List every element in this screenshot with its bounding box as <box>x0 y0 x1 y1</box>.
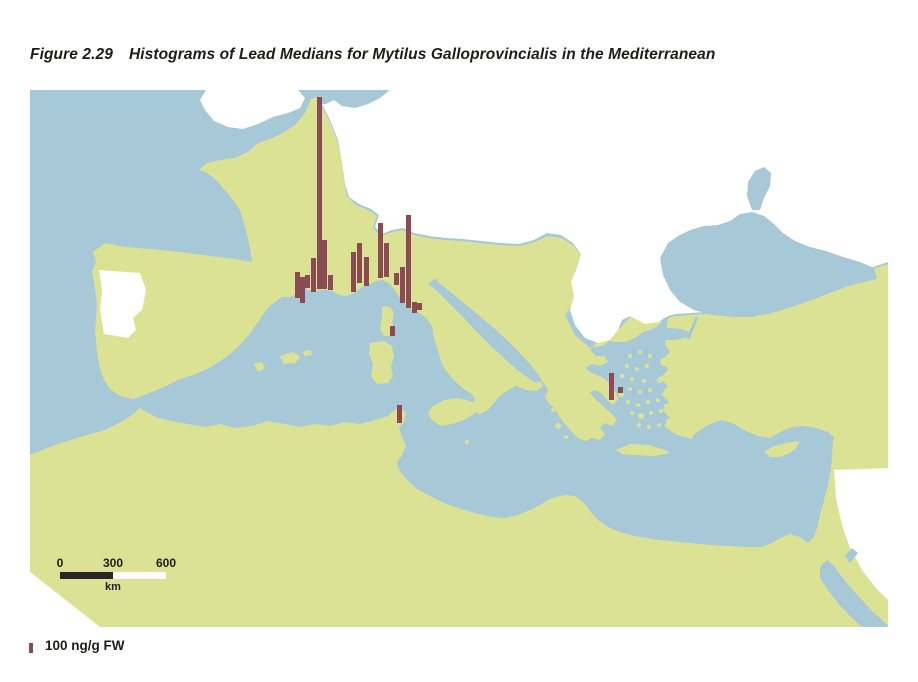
ibiza-island <box>254 362 265 372</box>
lead-median-bar <box>300 277 305 303</box>
lead-median-bar <box>412 302 417 313</box>
scale-bar-unit: km <box>105 581 121 593</box>
britain-excluded <box>200 90 305 129</box>
aegean-island <box>626 400 630 404</box>
aegean-island <box>630 411 634 415</box>
legend-bar-marker <box>29 643 33 653</box>
lead-median-bars-layer <box>295 97 623 423</box>
map-corner-cut <box>30 572 100 627</box>
aegean-island <box>648 354 652 358</box>
scale-tick-300: 300 <box>102 556 124 570</box>
lead-median-bar <box>357 243 362 283</box>
malta-island <box>465 440 469 444</box>
lead-median-bar <box>322 240 327 289</box>
red-sea <box>820 560 888 627</box>
aegean-island <box>666 419 670 423</box>
scale-tick-600: 600 <box>155 556 177 570</box>
arabia-excluded <box>834 468 888 600</box>
aegean-island <box>638 350 642 354</box>
aegean-island <box>676 428 680 432</box>
aegean-island <box>635 367 639 371</box>
sea-of-marmara <box>646 328 690 340</box>
islands <box>254 306 800 457</box>
ionian-island <box>551 408 555 412</box>
ionian-island <box>564 435 568 439</box>
lead-median-bar <box>397 405 402 423</box>
bosphorus-strait <box>686 316 699 340</box>
lead-median-bar <box>311 258 316 292</box>
rhodes-island <box>687 433 693 439</box>
aegean-island <box>646 400 650 404</box>
scale-bar-segment-filled <box>60 572 113 579</box>
scale-bar-segment-empty <box>113 572 166 579</box>
aegean-island <box>638 413 644 419</box>
aegean-island <box>656 398 660 402</box>
mallorca-island <box>280 352 300 364</box>
lead-median-bar <box>351 252 356 292</box>
africa-asia-landmass <box>30 264 888 627</box>
legend-unit-label: 100 ng/g FW <box>45 638 125 653</box>
figure-number: Figure 2.29 <box>30 46 113 63</box>
lead-median-bar <box>364 257 369 286</box>
portugal-excluded <box>99 270 146 338</box>
ionian-island <box>547 396 551 400</box>
menorca-island <box>303 350 312 356</box>
aegean-island <box>620 374 624 378</box>
sea-of-azov <box>747 167 771 210</box>
lead-median-bar <box>384 243 389 277</box>
lead-median-bar <box>305 275 310 288</box>
lead-median-bar <box>417 303 422 310</box>
aegean-island <box>645 364 649 368</box>
figure-title: Figure 2.29 Histograms of Lead Medians fo… <box>30 46 715 64</box>
lead-median-bar <box>317 97 322 289</box>
ionian-island <box>555 423 561 429</box>
aegean-island <box>660 358 668 366</box>
lead-median-bar <box>295 272 300 298</box>
aegean-island <box>659 409 663 413</box>
lead-median-bar <box>400 267 405 303</box>
aegean-island <box>657 423 661 427</box>
aegean-island <box>630 377 634 381</box>
aegean-island <box>625 364 629 368</box>
aegean-island <box>642 379 646 383</box>
europe-landmass <box>92 97 662 441</box>
lead-median-bar <box>390 326 395 336</box>
aegean-island <box>636 403 640 407</box>
black-sea <box>660 212 877 317</box>
figure-title-text: Histograms of Lead Medians for Mytilus G… <box>128 46 716 63</box>
aegean-island <box>649 411 653 415</box>
lead-median-bar <box>406 215 411 308</box>
cyprus-island <box>764 441 800 457</box>
aegean-island <box>648 388 652 392</box>
aegean-island <box>665 389 671 395</box>
lead-median-bar <box>618 387 623 393</box>
lead-median-bar <box>328 275 333 290</box>
scale-tick-0: 0 <box>56 556 64 570</box>
aegean-island <box>637 423 641 427</box>
gulf-of-aqaba <box>845 548 858 563</box>
aegean-island <box>628 387 632 391</box>
crete-island <box>616 444 670 456</box>
lead-median-bar <box>394 273 399 285</box>
aegean-island <box>628 354 632 358</box>
aegean-island <box>657 377 663 383</box>
sardinia-island <box>369 341 394 384</box>
aegean-island <box>664 404 668 408</box>
aegean-island <box>638 390 642 394</box>
sicily-island <box>428 398 480 426</box>
lead-median-bar <box>609 373 614 400</box>
lead-median-bar <box>378 223 383 278</box>
aegean-island <box>647 425 651 429</box>
